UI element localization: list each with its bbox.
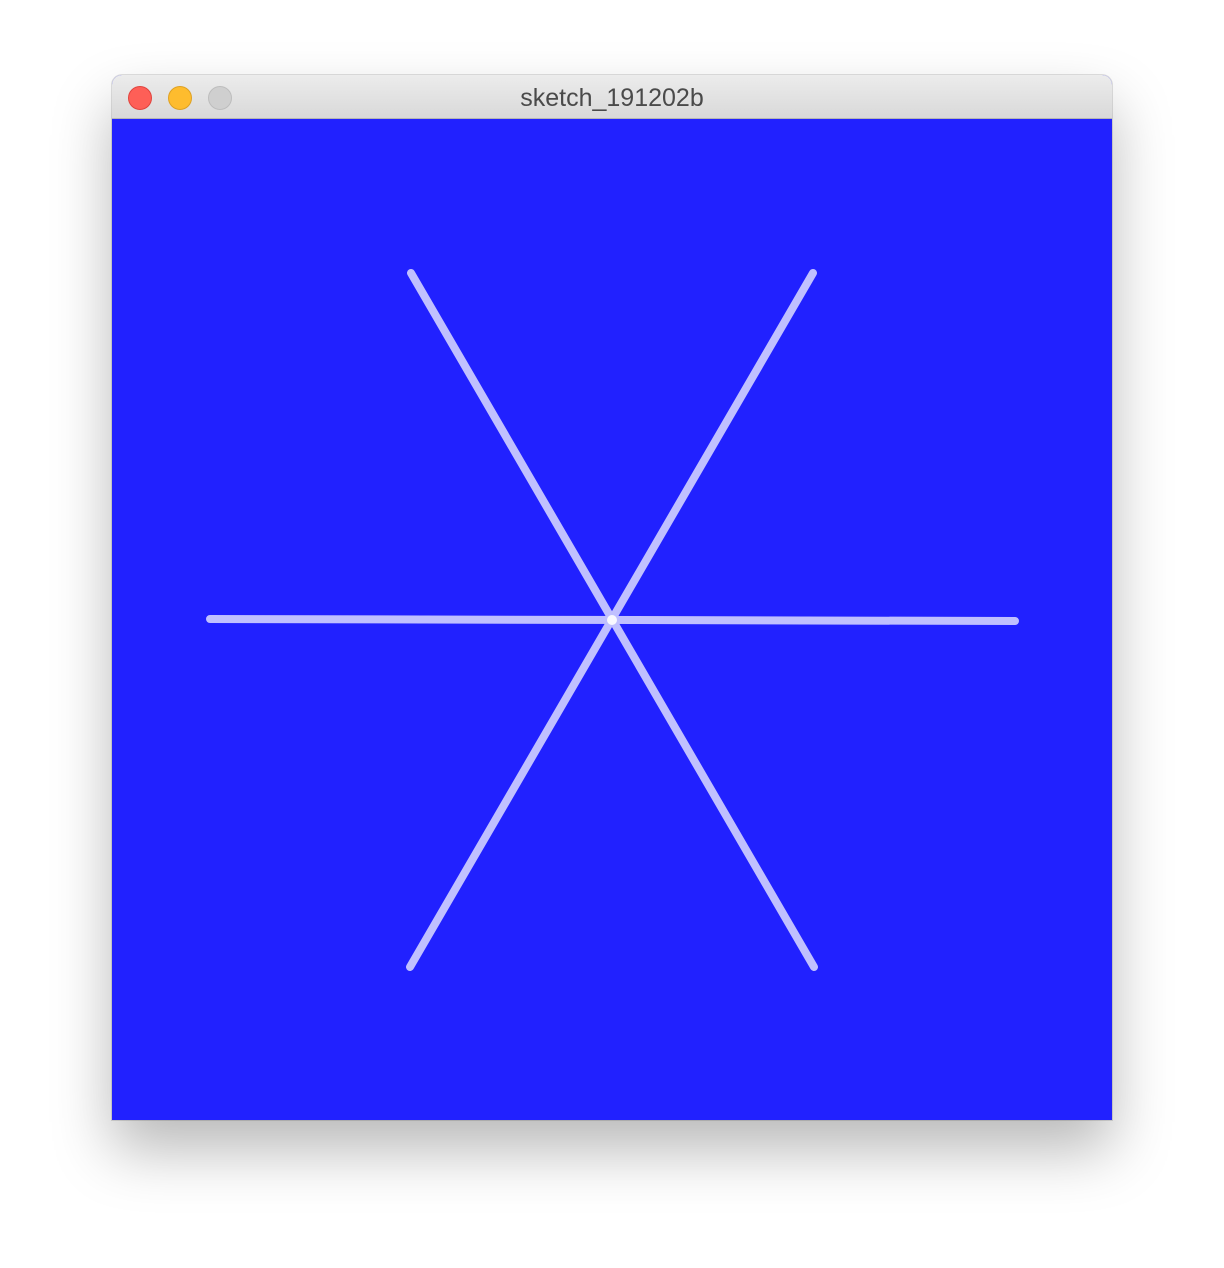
sketch-canvas[interactable]: [112, 120, 1112, 1120]
minimize-button[interactable]: [168, 86, 192, 110]
window-title: sketch_191202b: [520, 84, 704, 112]
sketch-window: sketch_191202b: [112, 75, 1112, 1120]
close-button[interactable]: [128, 86, 152, 110]
center-highlight: [607, 615, 617, 625]
zoom-button[interactable]: [208, 86, 232, 110]
title-bar[interactable]: sketch_191202b: [112, 75, 1112, 119]
